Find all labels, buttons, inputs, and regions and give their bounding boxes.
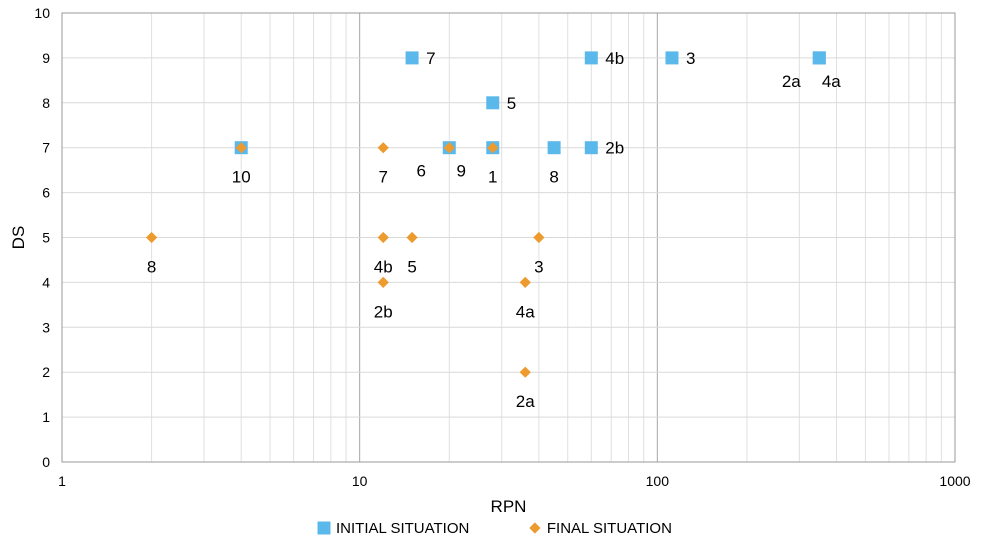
final-point xyxy=(377,231,389,244)
data-label: 2b xyxy=(374,302,393,321)
y-tick-label: 1 xyxy=(42,409,50,425)
y-tick-label: 3 xyxy=(42,319,50,335)
legend-swatch-diamond xyxy=(529,522,541,534)
y-axis-tick-labels: 0 1 2 3 4 5 6 7 8 9 10 xyxy=(34,5,50,470)
final-point xyxy=(377,142,389,154)
data-label: 4a xyxy=(516,302,535,321)
data-label: 4a xyxy=(822,72,841,91)
data-label: 8 xyxy=(549,168,558,187)
data-label: 3 xyxy=(534,258,543,277)
final-point xyxy=(443,142,455,154)
y-tick-label: 0 xyxy=(42,454,50,470)
y-axis-label: DS xyxy=(9,226,28,250)
data-label: 4b xyxy=(374,258,393,277)
data-label: 2a xyxy=(782,72,801,91)
initial-point xyxy=(584,141,598,155)
y-tick-label: 10 xyxy=(34,5,50,21)
initial-point xyxy=(665,51,679,65)
initial-point xyxy=(486,96,500,110)
data-label: 7 xyxy=(379,168,388,187)
x-tick-label: 100 xyxy=(646,473,670,489)
final-point xyxy=(533,231,545,244)
final-point xyxy=(406,231,418,244)
final-point xyxy=(487,142,499,154)
data-label: 10 xyxy=(232,168,251,187)
initial-point xyxy=(584,51,598,65)
data-label: 2a xyxy=(516,392,535,411)
x-tick-label: 10 xyxy=(352,473,368,489)
x-tick-label: 1 xyxy=(58,473,66,489)
final-point xyxy=(235,142,247,154)
initial-point xyxy=(405,51,419,65)
y-tick-label: 6 xyxy=(42,185,50,201)
data-label: 3 xyxy=(686,49,695,68)
data-label: 9 xyxy=(457,162,466,181)
data-label: 8 xyxy=(147,258,156,277)
final-point xyxy=(377,276,389,288)
y-tick-label: 8 xyxy=(42,95,50,111)
data-label: 5 xyxy=(407,258,416,277)
final-point xyxy=(519,276,531,288)
data-label: 2b xyxy=(605,139,624,158)
data-labels: 10 7 6 1 5 8 4b 2b 3 4a 2a 8 7 9 4b 5 2b 3 4a 2a xyxy=(147,49,841,411)
x-axis-label: RPN xyxy=(491,497,527,516)
legend-label: FINAL SITUATION xyxy=(547,520,672,537)
initial-point xyxy=(547,141,561,155)
plot-area-frame xyxy=(61,12,956,463)
legend: INITIAL SITUATION FINAL SITUATION xyxy=(317,520,672,537)
data-points xyxy=(146,51,826,378)
legend-swatch-square xyxy=(317,521,331,535)
legend-label: INITIAL SITUATION xyxy=(336,520,469,537)
x-axis-tick-labels: 1 10 100 1000 xyxy=(58,473,971,489)
data-label: 4b xyxy=(605,49,624,68)
y-tick-label: 7 xyxy=(42,140,50,156)
data-label: 5 xyxy=(507,94,516,113)
final-point xyxy=(519,366,531,378)
final-point xyxy=(146,231,158,244)
y-tick-label: 5 xyxy=(42,230,50,246)
y-tick-label: 4 xyxy=(42,274,50,290)
data-label: 7 xyxy=(426,49,435,68)
y-tick-label: 2 xyxy=(42,364,50,380)
y-tick-label: 9 xyxy=(42,50,50,66)
x-tick-label: 1000 xyxy=(939,473,970,489)
major-gridlines xyxy=(62,13,955,462)
initial-point xyxy=(812,51,826,65)
data-label: 1 xyxy=(488,168,497,187)
data-label: 6 xyxy=(417,162,426,181)
